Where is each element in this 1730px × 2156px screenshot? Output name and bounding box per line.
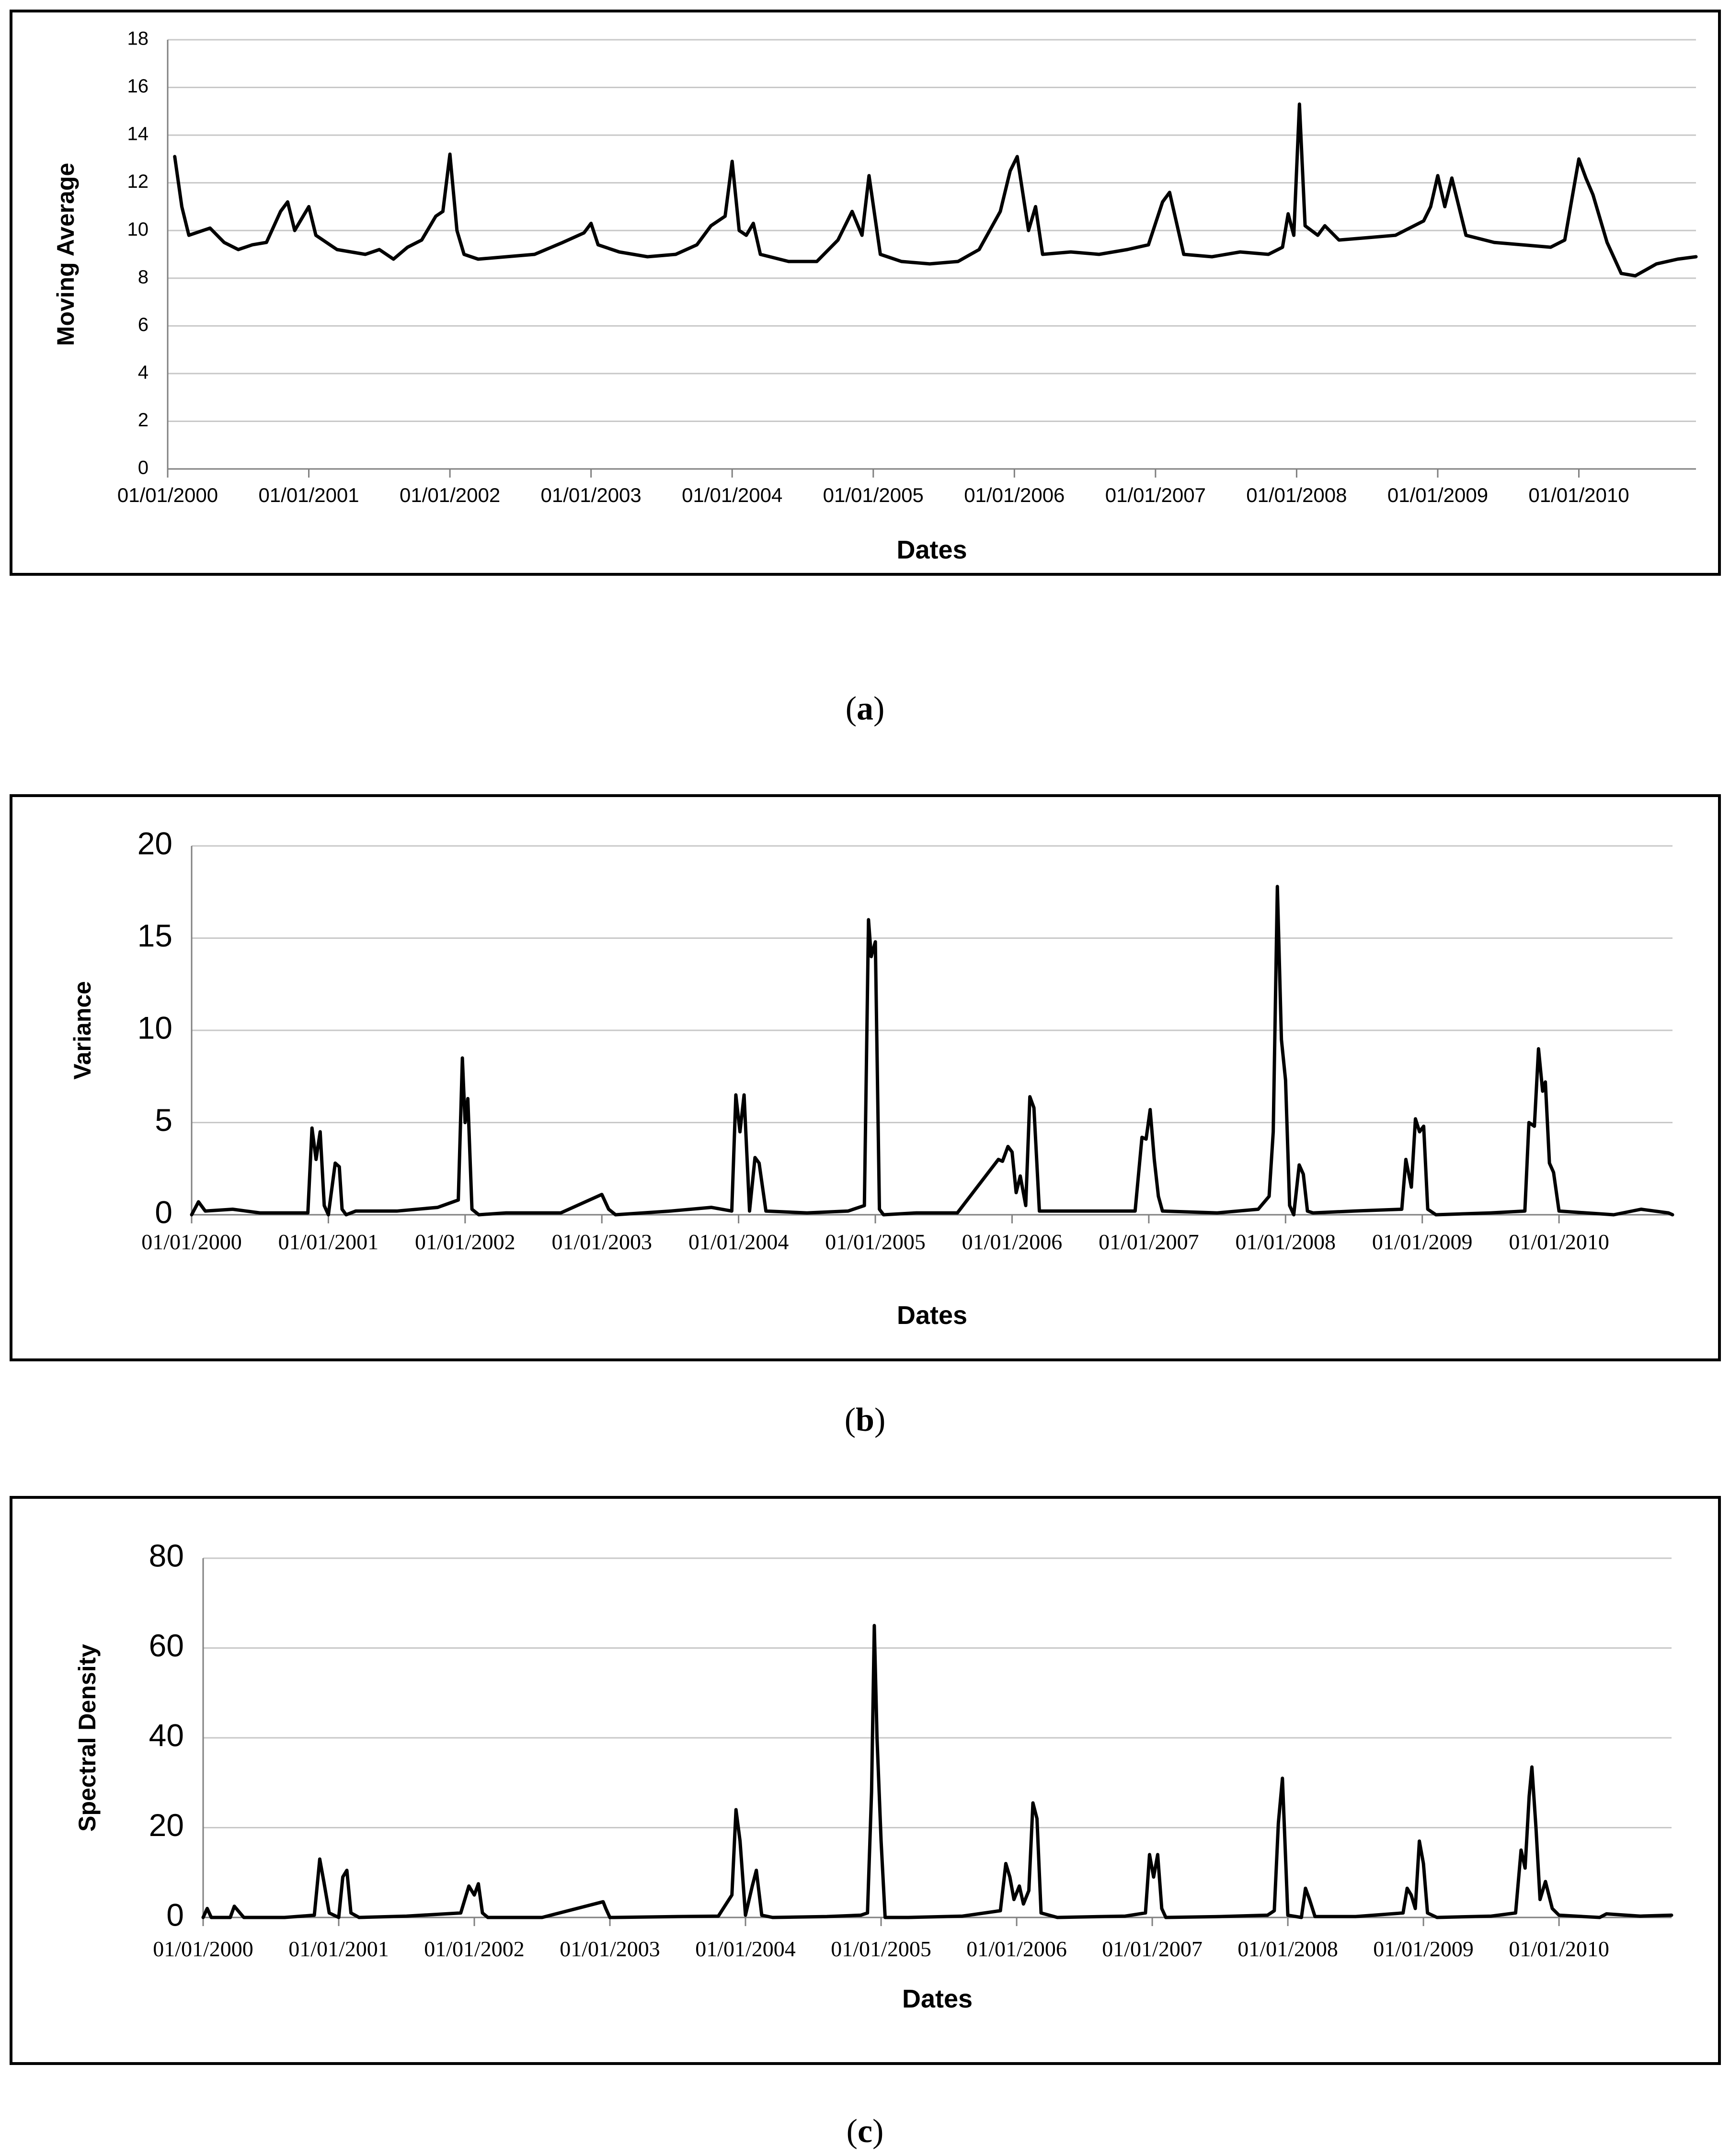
y-tick-label: 12 xyxy=(127,171,149,192)
x-tick-label: 01/01/2006 xyxy=(964,484,1065,506)
y-tick-label: 4 xyxy=(138,362,149,383)
y-tick-label: 0 xyxy=(138,457,149,479)
y-tick-label: 8 xyxy=(138,266,149,287)
caption-c: (c) xyxy=(846,2113,884,2150)
y-tick-label: 10 xyxy=(137,1010,172,1045)
x-tick-label: 01/01/2008 xyxy=(1246,484,1347,506)
x-tick-label: 01/01/2010 xyxy=(1528,484,1629,506)
x-tick-label: 01/01/2008 xyxy=(1236,1230,1336,1254)
x-tick-label: 01/01/2002 xyxy=(400,484,500,506)
series-line xyxy=(201,1624,1673,1919)
chart-panel-b: 0 5 10 15 20 01/01/2000 01/01/2001 01/01/2002 01… xyxy=(10,794,1721,1361)
x-axis-title: Dates xyxy=(902,1985,973,2013)
x-tick-label: 01/01/2004 xyxy=(695,1937,796,1961)
x-tick-label: 01/01/2003 xyxy=(560,1937,660,1961)
x-tick-label: 01/01/2004 xyxy=(688,1230,789,1254)
x-tick-label: 01/01/2001 xyxy=(278,1230,379,1254)
x-tick-label: 01/01/2002 xyxy=(424,1937,525,1961)
x-tick-label: 01/01/2005 xyxy=(831,1937,931,1961)
x-tick-label: 01/01/2010 xyxy=(1509,1230,1609,1254)
x-tick-label: 01/01/2009 xyxy=(1387,484,1488,506)
x-tick-label: 01/01/2003 xyxy=(551,1230,652,1254)
y-tick-label: 6 xyxy=(138,314,149,335)
spectral-density-chart: 0 20 40 60 80 01/01/2000 01/01/2001 01/01/2002 0… xyxy=(74,1538,1673,2013)
x-tick-label: 01/01/2003 xyxy=(541,484,642,506)
y-tick-label: 0 xyxy=(155,1194,172,1230)
x-tick-label: 01/01/2005 xyxy=(823,484,924,506)
x-tick-label: 01/01/2004 xyxy=(682,484,782,506)
chart-panel-a: 0 2 4 6 8 10 12 14 16 18 01/01/2000 01/01/2001 01/01… xyxy=(10,10,1721,576)
y-axis-title: Variance xyxy=(69,981,96,1080)
x-tick-label: 01/01/2001 xyxy=(258,484,359,506)
x-tick-label: 01/01/2009 xyxy=(1372,1230,1473,1254)
x-tick-label: 01/01/2008 xyxy=(1237,1937,1338,1961)
y-tick-label: 18 xyxy=(127,28,149,49)
x-tick-label: 01/01/2006 xyxy=(962,1230,1063,1254)
y-axis-title: Spectral Density xyxy=(74,1644,101,1832)
chart-panel-c: 0 20 40 60 80 01/01/2000 01/01/2001 01/01/2002 0… xyxy=(10,1496,1721,2065)
y-tick-label: 5 xyxy=(155,1102,172,1138)
caption-b: (b) xyxy=(844,1402,886,1438)
x-tick-label: 01/01/2001 xyxy=(288,1937,389,1961)
y-tick-label: 0 xyxy=(166,1897,184,1932)
x-tick-label: 01/01/2006 xyxy=(966,1937,1067,1961)
x-tick-label: 01/01/2002 xyxy=(415,1230,516,1254)
x-tick-label: 01/01/2000 xyxy=(153,1937,253,1961)
x-axis-title: Dates xyxy=(897,1301,967,1330)
moving-average-chart: 0 2 4 6 8 10 12 14 16 18 01/01/2000 01/01/2001 01/01… xyxy=(52,28,1698,564)
series-line xyxy=(173,102,1698,278)
y-tick-label: 10 xyxy=(127,219,149,240)
y-tick-label: 80 xyxy=(149,1538,184,1573)
x-tick-label: 01/01/2000 xyxy=(117,484,218,506)
y-tick-label: 14 xyxy=(127,124,149,145)
y-axis-title: Moving Average xyxy=(52,163,79,346)
y-tick-label: 40 xyxy=(149,1717,184,1753)
series-line xyxy=(190,885,1674,1217)
x-tick-label: 01/01/2000 xyxy=(141,1230,242,1254)
x-tick-label: 01/01/2007 xyxy=(1105,484,1206,506)
y-tick-label: 15 xyxy=(137,918,172,953)
caption-a: (a) xyxy=(845,690,885,727)
x-tick-label: 01/01/2007 xyxy=(1099,1230,1199,1254)
x-axis-title: Dates xyxy=(896,536,967,564)
y-tick-label: 60 xyxy=(149,1628,184,1663)
y-tick-label: 16 xyxy=(127,76,149,97)
y-tick-label: 2 xyxy=(138,410,149,431)
variance-chart: 0 5 10 15 20 01/01/2000 01/01/2001 01/01/2002 01… xyxy=(69,825,1674,1330)
x-tick-label: 01/01/2007 xyxy=(1102,1937,1203,1961)
x-tick-label: 01/01/2010 xyxy=(1509,1937,1609,1961)
x-tick-label: 01/01/2009 xyxy=(1373,1937,1474,1961)
x-tick-label: 01/01/2005 xyxy=(825,1230,926,1254)
y-tick-label: 20 xyxy=(149,1807,184,1843)
y-tick-label: 20 xyxy=(137,825,172,861)
